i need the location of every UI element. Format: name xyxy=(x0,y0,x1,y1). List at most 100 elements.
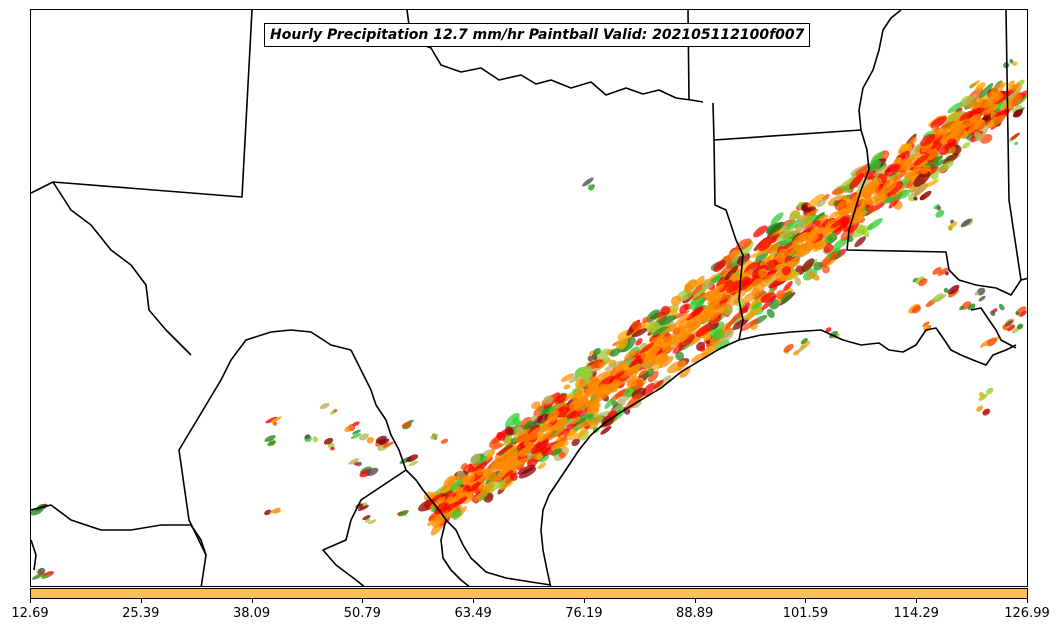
precip-blob xyxy=(919,190,932,201)
precip-blob xyxy=(695,323,713,338)
precip-blob xyxy=(783,281,793,292)
precip-blob xyxy=(408,460,419,467)
precip-blob xyxy=(753,289,765,300)
precip-blob xyxy=(913,196,918,201)
precip-blob xyxy=(749,249,768,258)
precip-blob xyxy=(959,110,973,121)
precip-blob xyxy=(923,155,943,167)
precip-blob xyxy=(913,153,930,166)
colorbar-tick xyxy=(584,599,585,603)
precip-blob xyxy=(639,342,655,354)
precip-blob xyxy=(862,196,872,204)
precip-blob xyxy=(870,152,884,163)
precip-blob xyxy=(624,349,637,360)
precip-blob xyxy=(948,221,958,230)
precip-blob xyxy=(727,294,740,306)
precip-blob xyxy=(359,433,369,441)
precip-blob xyxy=(908,136,917,146)
precip-blob xyxy=(501,470,514,480)
state-borders xyxy=(31,10,1027,586)
precip-blob xyxy=(854,236,866,248)
precip-blob xyxy=(796,344,807,353)
colorbar xyxy=(30,588,1028,599)
precip-blob xyxy=(685,307,702,321)
precip-blob xyxy=(699,345,706,352)
precip-blob xyxy=(783,343,794,353)
rio-grande-river-border xyxy=(350,349,552,586)
precip-blob xyxy=(640,346,656,359)
colorbar-tick xyxy=(1027,599,1028,603)
precip-blob xyxy=(473,488,490,502)
precip-blob xyxy=(902,162,910,169)
precip-blob xyxy=(824,216,841,230)
precip-blob xyxy=(577,418,595,429)
precip-blob xyxy=(571,416,581,425)
precip-blob xyxy=(554,393,567,404)
precip-blob xyxy=(600,425,612,435)
precip-blob xyxy=(527,426,546,441)
precip-blob xyxy=(896,158,912,172)
precip-blob xyxy=(662,339,678,353)
precip-blob xyxy=(323,437,334,445)
precip-blob xyxy=(781,266,792,276)
louisiana-delta-coast xyxy=(970,307,1017,349)
precip-blob xyxy=(269,507,281,514)
red-river-border xyxy=(406,10,704,103)
precip-blob xyxy=(933,204,940,210)
precip-blob xyxy=(920,133,935,147)
precip-blob xyxy=(959,305,965,311)
precip-blob xyxy=(758,237,773,252)
precip-blob xyxy=(31,573,45,580)
precip-blob xyxy=(809,227,825,239)
precip-blob xyxy=(679,304,688,314)
precip-blob xyxy=(658,356,674,368)
precip-blob xyxy=(273,509,281,514)
precip-blob xyxy=(1014,141,1019,146)
precip-blob xyxy=(672,344,684,354)
precip-blob xyxy=(426,492,444,506)
precip-blob xyxy=(454,486,464,495)
precip-blob xyxy=(1002,324,1008,331)
precip-blob xyxy=(367,519,377,525)
precip-blob xyxy=(942,153,959,165)
precip-blob xyxy=(571,438,580,447)
precip-blob xyxy=(382,441,394,448)
colorbar-tick-label: 50.79 xyxy=(343,606,381,621)
precip-blob xyxy=(828,211,838,219)
precip-blob xyxy=(801,258,815,273)
precip-blob xyxy=(304,434,311,440)
precip-blob xyxy=(947,101,964,114)
precip-blob xyxy=(710,313,719,320)
colorbar-tick-label: 76.19 xyxy=(565,606,603,621)
precip-blob xyxy=(494,471,506,481)
precip-blob xyxy=(1007,80,1016,87)
precip-blob xyxy=(319,402,330,410)
precip-blob xyxy=(679,366,691,378)
precip-blob xyxy=(401,421,412,428)
precip-blob xyxy=(743,305,762,321)
precip-blob xyxy=(603,356,611,364)
precip-blob xyxy=(491,443,504,450)
precip-blob xyxy=(982,408,990,415)
precip-blob xyxy=(811,211,825,225)
precip-blob xyxy=(935,209,945,218)
precip-blob xyxy=(652,352,668,365)
texas-louisiana-border xyxy=(713,139,744,341)
precip-blob xyxy=(751,302,762,310)
colorbar-tick xyxy=(141,599,142,603)
precip-blob xyxy=(667,360,687,374)
precip-blob xyxy=(946,138,957,147)
colorbar-tick-label: 38.09 xyxy=(232,606,271,621)
precip-blob xyxy=(604,360,624,371)
precip-blob xyxy=(1012,61,1018,67)
precip-blob xyxy=(797,215,805,224)
precip-blob xyxy=(635,338,643,346)
texas-panhandle-border xyxy=(31,10,253,198)
precip-blob xyxy=(609,370,625,383)
precip-blob xyxy=(867,218,883,231)
precip-blob xyxy=(856,183,874,198)
precip-blob xyxy=(670,295,682,306)
precip-blob xyxy=(778,248,789,259)
precip-blob xyxy=(753,225,768,238)
precip-blob xyxy=(440,438,449,444)
